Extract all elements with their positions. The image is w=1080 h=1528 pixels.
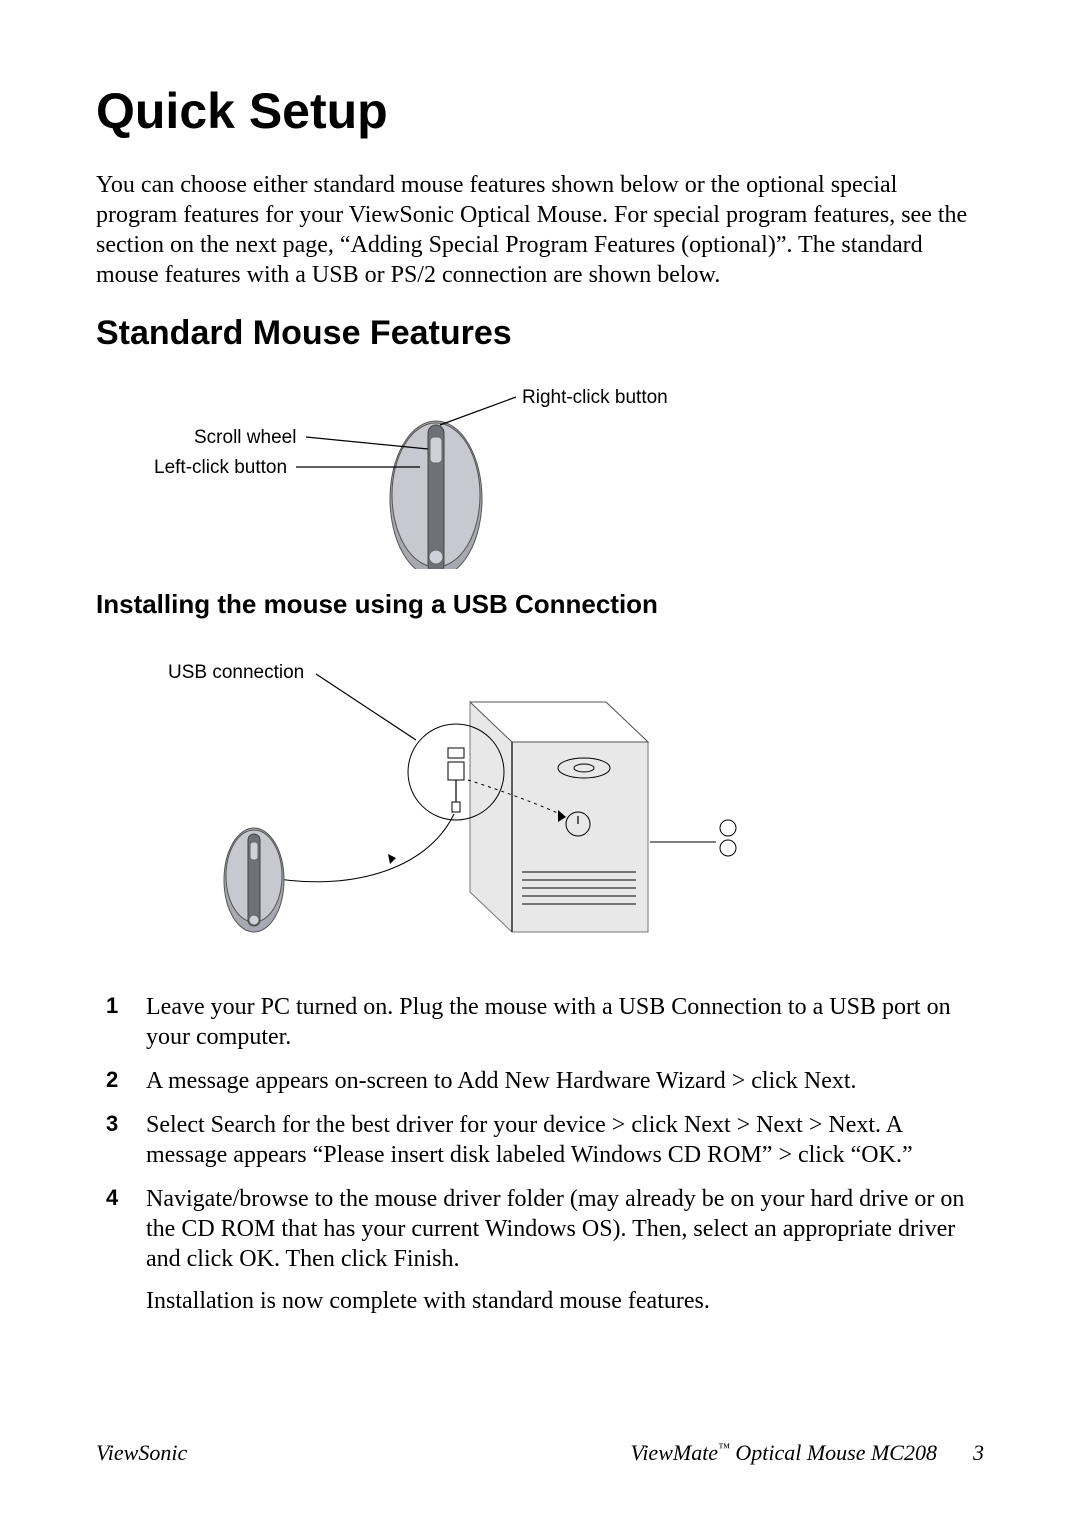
- label-scroll-wheel: Scroll wheel: [194, 427, 296, 449]
- trademark-symbol: ™: [718, 1441, 730, 1455]
- step-text: Navigate/browse to the mouse driver fold…: [146, 1186, 964, 1272]
- step-number: 2: [106, 1066, 118, 1094]
- label-right-click: Right-click button: [522, 387, 668, 409]
- step-3: 3 Select Search for the best driver for …: [130, 1110, 984, 1170]
- step-text: Leave your PC turned on. Plug the mouse …: [146, 994, 951, 1050]
- usb-connection-diagram: USB connection: [96, 642, 984, 952]
- intro-paragraph: You can choose either standard mouse fea…: [96, 170, 984, 290]
- mouse-labels-diagram: Right-click button Scroll wheel Left-cli…: [96, 379, 984, 569]
- page-footer: ViewSonic ViewMate™ Optical Mouse MC208 …: [96, 1440, 984, 1466]
- step-1: 1 Leave your PC turned on. Plug the mous…: [130, 992, 984, 1052]
- label-usb-connection: USB connection: [168, 662, 304, 684]
- usb-connection-svg: [96, 642, 996, 952]
- footer-page-number: 3: [973, 1440, 984, 1466]
- footer-brand: ViewSonic: [96, 1440, 187, 1466]
- section-usb-install: Installing the mouse using a USB Connect…: [96, 589, 984, 620]
- step-number: 3: [106, 1110, 118, 1138]
- step-number: 4: [106, 1184, 118, 1212]
- page-title: Quick Setup: [96, 82, 984, 140]
- step-4: 4 Navigate/browse to the mouse driver fo…: [130, 1184, 984, 1274]
- step-text: A message appears on-screen to Add New H…: [146, 1068, 857, 1094]
- step-2: 2 A message appears on-screen to Add New…: [130, 1066, 984, 1096]
- install-steps: 1 Leave your PC turned on. Plug the mous…: [96, 992, 984, 1274]
- step-text: Select Search for the best driver for yo…: [146, 1112, 913, 1168]
- label-left-click: Left-click button: [154, 457, 287, 479]
- section-standard-features: Standard Mouse Features: [96, 314, 984, 353]
- step-number: 1: [106, 992, 118, 1020]
- footer-product: ViewMate™ Optical Mouse MC208: [631, 1440, 937, 1466]
- closing-paragraph: Installation is now complete with standa…: [96, 1288, 984, 1315]
